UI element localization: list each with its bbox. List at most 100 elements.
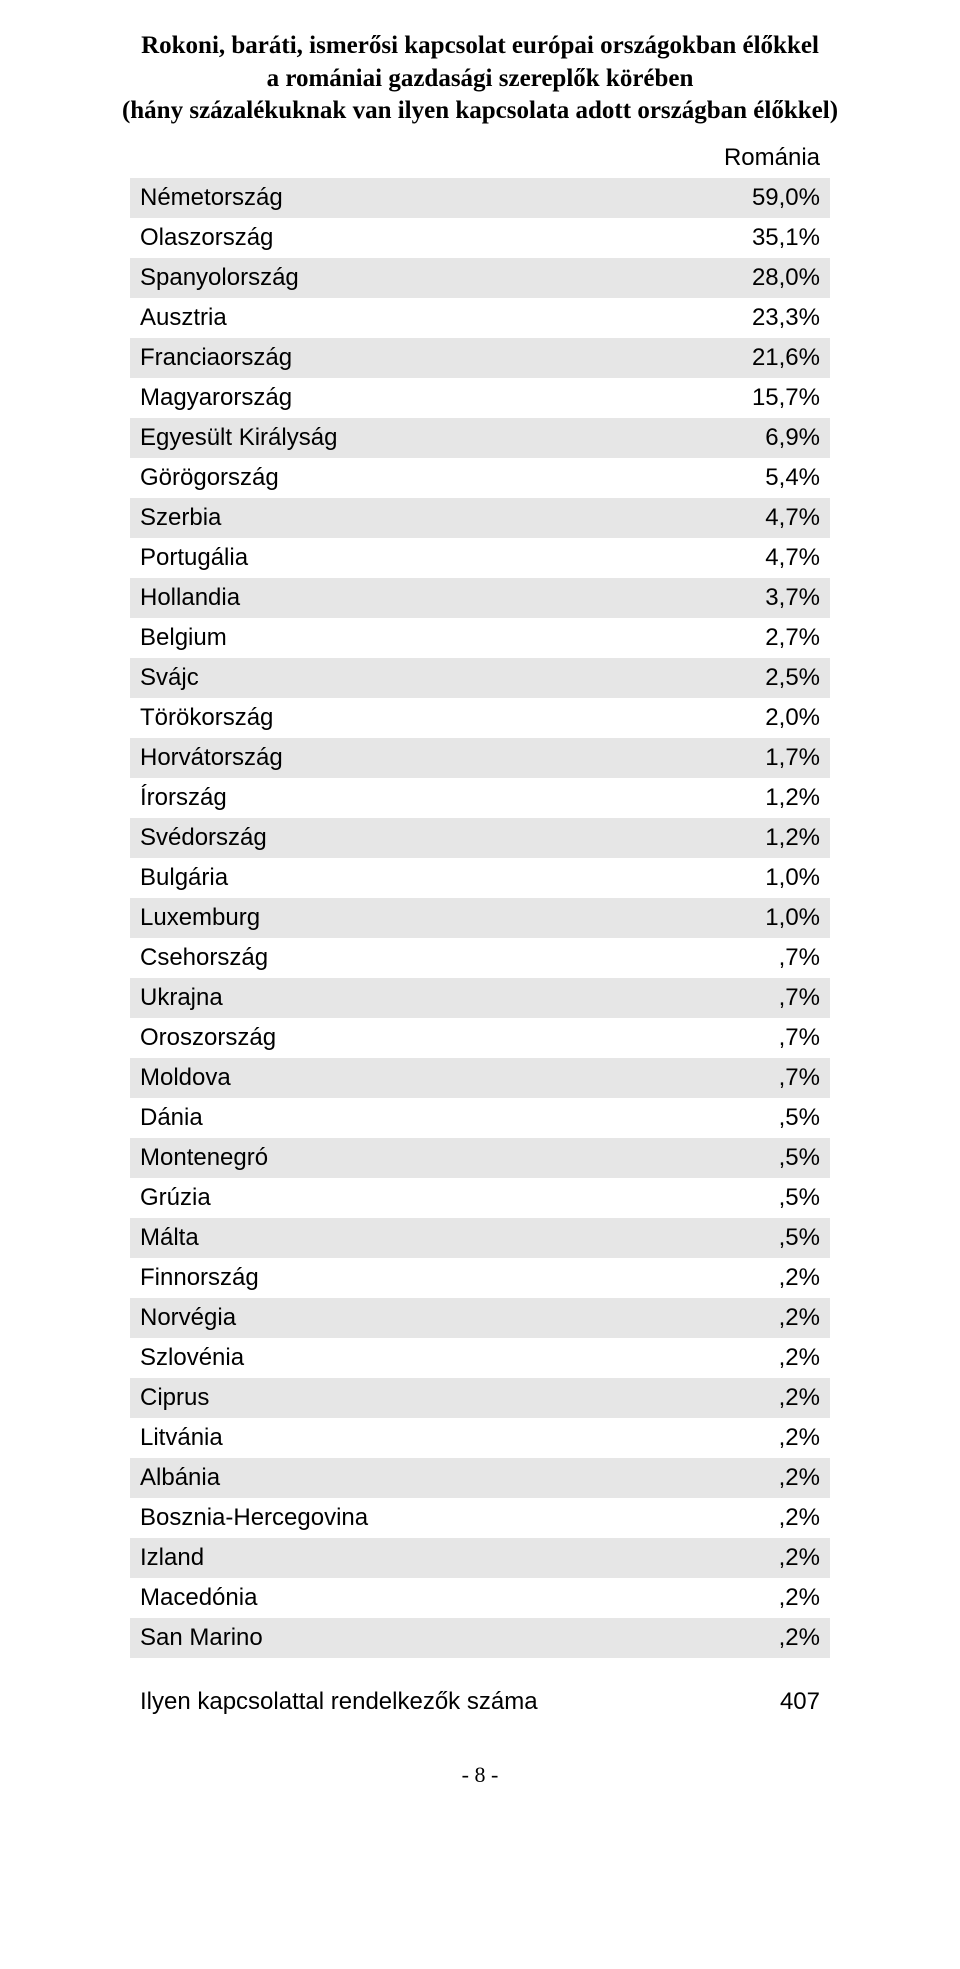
value-cell: 4,7% (650, 498, 830, 538)
value-cell: ,2% (650, 1378, 830, 1418)
title-line-3: (hány százalékuknak van ilyen kapcsolata… (40, 95, 920, 128)
country-cell: Luxemburg (130, 898, 650, 938)
table-header-row: Románia (130, 138, 830, 178)
country-cell: Málta (130, 1218, 650, 1258)
country-cell: Hollandia (130, 578, 650, 618)
page-footer: - 8 - (40, 1762, 920, 1788)
country-cell: Csehország (130, 938, 650, 978)
country-cell: Montenegró (130, 1138, 650, 1178)
value-cell: 3,7% (650, 578, 830, 618)
table-row: Macedónia,2% (130, 1578, 830, 1618)
country-cell: Macedónia (130, 1578, 650, 1618)
value-cell: ,2% (650, 1298, 830, 1338)
table-row: Finnország,2% (130, 1258, 830, 1298)
table-row: Spanyolország28,0% (130, 258, 830, 298)
value-cell: ,2% (650, 1458, 830, 1498)
value-cell: ,7% (650, 1018, 830, 1058)
table-row: Moldova,7% (130, 1058, 830, 1098)
value-cell: ,7% (650, 1058, 830, 1098)
country-cell: Bosznia-Hercegovina (130, 1498, 650, 1538)
country-cell: San Marino (130, 1618, 650, 1658)
table-row: Litvánia,2% (130, 1418, 830, 1458)
country-cell: Franciaország (130, 338, 650, 378)
table-row: Luxemburg1,0% (130, 898, 830, 938)
page-title: Rokoni, baráti, ismerősi kapcsolat európ… (40, 30, 920, 128)
value-cell: ,7% (650, 978, 830, 1018)
table-row: Törökország2,0% (130, 698, 830, 738)
value-cell: ,2% (650, 1418, 830, 1458)
table-row: Németország59,0% (130, 178, 830, 218)
value-cell: 28,0% (650, 258, 830, 298)
value-cell: 2,7% (650, 618, 830, 658)
country-cell: Szerbia (130, 498, 650, 538)
country-cell: Belgium (130, 618, 650, 658)
value-cell: ,2% (650, 1538, 830, 1578)
country-cell: Oroszország (130, 1018, 650, 1058)
value-cell: 2,0% (650, 698, 830, 738)
summary-row: Ilyen kapcsolattal rendelkezők száma 407 (130, 1658, 830, 1722)
country-cell: Grúzia (130, 1178, 650, 1218)
table-row: Bulgária1,0% (130, 858, 830, 898)
table-row: Csehország,7% (130, 938, 830, 978)
value-cell: ,2% (650, 1498, 830, 1538)
country-cell: Spanyolország (130, 258, 650, 298)
value-cell: 1,0% (650, 858, 830, 898)
table-row: Oroszország,7% (130, 1018, 830, 1058)
country-cell: Dánia (130, 1098, 650, 1138)
summary-value: 407 (650, 1658, 830, 1722)
table-row: Egyesült Királyság6,9% (130, 418, 830, 458)
table-row: Izland,2% (130, 1538, 830, 1578)
table-row: Ausztria23,3% (130, 298, 830, 338)
country-cell: Bulgária (130, 858, 650, 898)
country-cell: Svédország (130, 818, 650, 858)
value-cell: 59,0% (650, 178, 830, 218)
value-cell: ,5% (650, 1098, 830, 1138)
table-row: Ciprus,2% (130, 1378, 830, 1418)
country-cell: Németország (130, 178, 650, 218)
country-cell: Finnország (130, 1258, 650, 1298)
table-row: Ukrajna,7% (130, 978, 830, 1018)
country-cell: Törökország (130, 698, 650, 738)
data-table-wrap: Románia Németország59,0%Olaszország35,1%… (130, 138, 830, 1722)
value-cell: 1,2% (650, 778, 830, 818)
table-row: Szerbia4,7% (130, 498, 830, 538)
country-cell: Svájc (130, 658, 650, 698)
country-cell: Izland (130, 1538, 650, 1578)
country-cell: Norvégia (130, 1298, 650, 1338)
table-row: Portugália4,7% (130, 538, 830, 578)
country-cell: Horvátország (130, 738, 650, 778)
value-cell: 35,1% (650, 218, 830, 258)
value-cell: 15,7% (650, 378, 830, 418)
table-row: Svédország1,2% (130, 818, 830, 858)
table-row: Szlovénia,2% (130, 1338, 830, 1378)
value-cell: 5,4% (650, 458, 830, 498)
title-line-2: a romániai gazdasági szereplők körében (40, 63, 920, 96)
table-row: Montenegró,5% (130, 1138, 830, 1178)
value-cell: 21,6% (650, 338, 830, 378)
summary-label: Ilyen kapcsolattal rendelkezők száma (130, 1658, 650, 1722)
table-row: San Marino,2% (130, 1618, 830, 1658)
value-cell: ,2% (650, 1338, 830, 1378)
value-cell: 23,3% (650, 298, 830, 338)
country-cell: Ukrajna (130, 978, 650, 1018)
country-cell: Albánia (130, 1458, 650, 1498)
table-row: Görögország5,4% (130, 458, 830, 498)
country-cell: Portugália (130, 538, 650, 578)
table-row: Hollandia3,7% (130, 578, 830, 618)
value-cell: 2,5% (650, 658, 830, 698)
table-row: Franciaország21,6% (130, 338, 830, 378)
country-cell: Egyesült Királyság (130, 418, 650, 458)
value-cell: 6,9% (650, 418, 830, 458)
table-row: Dánia,5% (130, 1098, 830, 1138)
table-row: Horvátország1,7% (130, 738, 830, 778)
value-cell: 1,2% (650, 818, 830, 858)
value-cell: ,2% (650, 1578, 830, 1618)
country-cell: Görögország (130, 458, 650, 498)
table-row: Magyarország15,7% (130, 378, 830, 418)
table-header-label: Románia (650, 138, 830, 178)
table-row: Albánia,2% (130, 1458, 830, 1498)
title-line-1: Rokoni, baráti, ismerősi kapcsolat európ… (40, 30, 920, 63)
value-cell: 1,7% (650, 738, 830, 778)
table-row: Svájc2,5% (130, 658, 830, 698)
country-cell: Magyarország (130, 378, 650, 418)
